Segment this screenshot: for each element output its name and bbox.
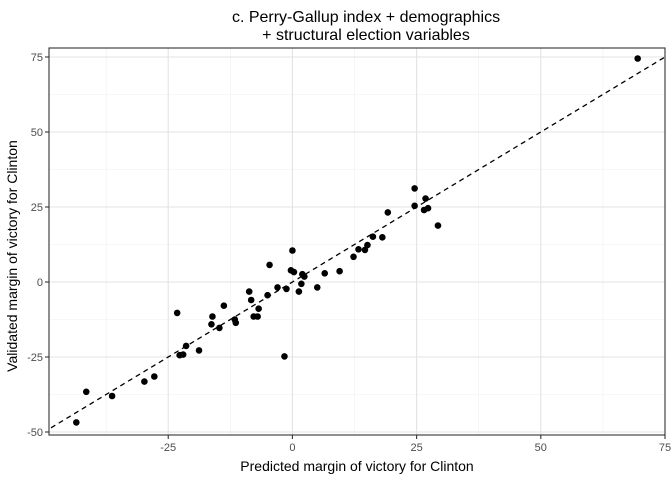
data-point [266,261,273,269]
data-point [173,309,181,317]
x-tick-label: -25 [160,442,176,454]
data-point [220,302,228,310]
data-point [290,268,298,276]
data-point [216,324,223,332]
x-tick-label: 50 [535,442,547,454]
x-tick-label: 0 [289,442,295,454]
data-point [247,296,255,304]
data-point [182,342,190,350]
data-point [355,246,362,253]
data-point [369,233,377,240]
data-point [321,270,329,277]
data-point [264,291,271,299]
data-point [274,284,281,291]
data-point [245,288,253,295]
data-point [411,202,418,210]
gridlines [49,48,665,435]
data-point [195,347,203,354]
data-point [289,247,296,254]
data-point [283,285,290,293]
data-point [141,378,148,385]
data-point [295,288,303,295]
data-point [634,55,641,62]
data-point [350,253,357,261]
data-point [364,241,371,249]
data-point [384,209,392,216]
data-point [208,321,215,328]
data-point [281,353,288,360]
chart-title-line-2: + structural election variables [262,27,470,44]
data-point [73,419,80,426]
y-tick-label: 0 [37,277,43,289]
y-tick-label: -50 [27,427,43,439]
data-point [298,280,305,288]
x-tick-label: 75 [659,442,671,454]
data-point [424,204,432,212]
data-point [301,273,308,280]
y-tick-label: 50 [31,127,43,139]
data-point [434,222,442,229]
y-tick-label: -25 [27,352,43,364]
data-point [379,234,386,241]
data-point [232,319,240,327]
data-point [82,388,90,396]
plot-panel-background [49,48,665,435]
y-tick-label: 25 [31,202,43,214]
data-point [108,392,116,400]
data-points [73,55,641,426]
x-axis-title: Predicted margin of victory for Clinton [240,458,473,474]
data-point [151,373,158,380]
chart-title-line-1: c. Perry-Gallup index + demographics [232,9,500,26]
x-tick-label: 25 [410,442,422,454]
data-point [179,351,187,358]
data-point [411,185,418,192]
data-point [313,284,321,291]
y-axis-title: Validated margin of victory for Clinton [4,140,20,372]
data-point [209,313,216,320]
data-point [422,195,429,202]
data-point [336,267,343,275]
reference-line [49,56,665,430]
plot-panel-border [48,47,666,436]
y-tick-label: 75 [31,52,43,64]
data-point [255,305,262,313]
data-point [254,313,261,320]
